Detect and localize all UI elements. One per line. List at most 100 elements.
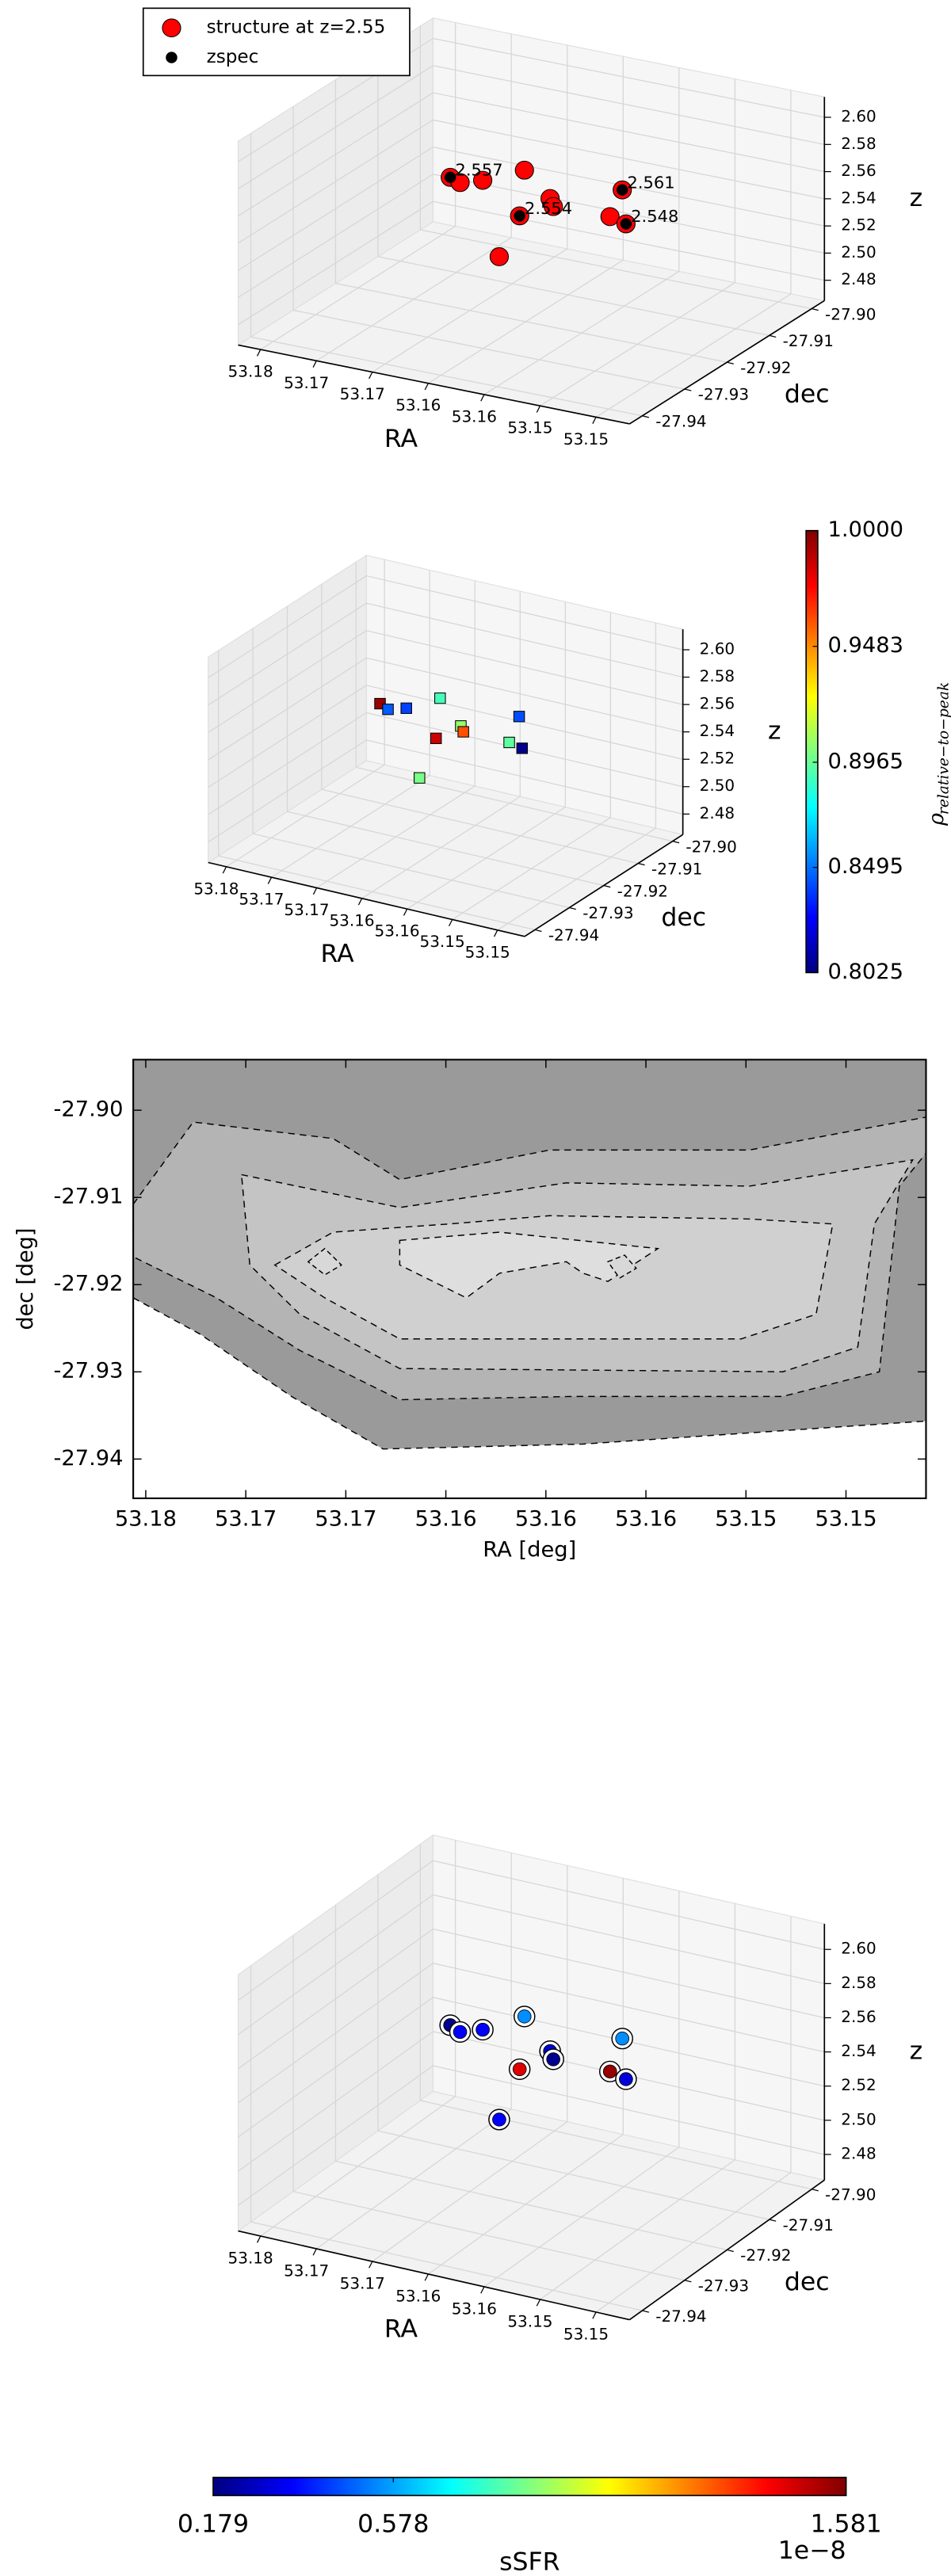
- y-tick-label: -27.92: [53, 1272, 123, 1296]
- y-tick-label: -27.90: [53, 1097, 123, 1122]
- x-tick-label: 53.16: [452, 408, 497, 426]
- z-tick-label: 2.56: [841, 2008, 876, 2026]
- point: [616, 184, 628, 196]
- axis-line: [238, 2230, 630, 2321]
- z-tick-label: 2.50: [841, 243, 876, 261]
- x-tick-label: 53.17: [340, 2275, 385, 2293]
- grid-line: [366, 739, 683, 815]
- grid-line: [420, 229, 812, 310]
- y-tick-label: -27.94: [655, 2307, 706, 2326]
- z-tick-label: 2.50: [700, 777, 735, 795]
- grid-line: [433, 37, 825, 118]
- grid-line: [366, 657, 683, 733]
- y-tick-label: -27.91: [783, 2216, 834, 2234]
- grid-line: [238, 147, 433, 271]
- point: [513, 711, 525, 723]
- z-tick-label: 2.48: [841, 270, 876, 288]
- x-tick-label: 53.15: [815, 1506, 877, 1531]
- y-axis-label: dec [deg]: [13, 1228, 38, 1330]
- x-tick-label: 53.17: [284, 2262, 329, 2280]
- point: [602, 2064, 617, 2079]
- colorbar-tick-label: 0.8495: [827, 854, 903, 879]
- colorbar-tick-label: 0.9483: [827, 633, 903, 658]
- grid-line: [238, 119, 433, 244]
- grid-line: [335, 283, 728, 363]
- contour-plot: [132, 1059, 927, 1499]
- y-tick-label: -27.90: [825, 2186, 876, 2204]
- x-axis-label: RA [deg]: [483, 1538, 576, 1563]
- axis-line: [524, 834, 684, 937]
- grid-line: [238, 1929, 433, 2070]
- colorbar-tick-label: 1.0000: [827, 517, 903, 542]
- y-tick-label: -27.92: [740, 2246, 791, 2265]
- x-tick: [256, 2235, 262, 2243]
- z-tick-label: 2.60: [700, 640, 735, 658]
- grid-line: [335, 2160, 728, 2251]
- y-tick: [684, 388, 692, 391]
- z-axis-label: z: [768, 717, 781, 746]
- x-tick: [480, 394, 485, 402]
- y-tick: [642, 2310, 649, 2313]
- point: [546, 2052, 561, 2067]
- grid-line: [250, 336, 643, 417]
- grid-line: [238, 2031, 433, 2172]
- point: [489, 247, 510, 266]
- x-tick-label: 53.18: [228, 2250, 273, 2268]
- z-tick-label: 2.58: [841, 135, 876, 153]
- contour-level: [307, 1247, 343, 1276]
- grid-line: [238, 2065, 433, 2206]
- grid-line: [433, 2065, 825, 2155]
- x-tick-label: 53.15: [563, 430, 609, 448]
- y-tick: [769, 2219, 777, 2222]
- y-axis-label: dec: [661, 903, 706, 932]
- point: [514, 160, 534, 180]
- y-tick: [727, 2249, 734, 2253]
- legend-marker: [166, 52, 178, 63]
- x-tick: [448, 919, 453, 927]
- x-tick-label: 53.15: [507, 2313, 552, 2331]
- point: [476, 2022, 490, 2037]
- point: [453, 2025, 468, 2040]
- grid-line: [433, 92, 825, 173]
- colorbar-tick-label: 0.8025: [827, 960, 903, 984]
- y-tick-label: -27.93: [698, 386, 749, 404]
- point: [514, 210, 525, 222]
- x-tick-label: 53.17: [315, 1506, 376, 1531]
- legend-box: [142, 7, 411, 77]
- grid-line: [238, 65, 433, 189]
- x-tick: [369, 372, 373, 380]
- plot-frame: [132, 1059, 927, 1499]
- x-tick-label: 53.15: [507, 419, 552, 437]
- point: [517, 2009, 532, 2024]
- x-tick-label: 53.16: [329, 911, 374, 929]
- grid-line: [250, 2221, 643, 2311]
- grid-line: [238, 92, 433, 217]
- z-tick-label: 2.48: [841, 2145, 876, 2163]
- grid-line: [238, 174, 433, 298]
- axis-line: [238, 344, 630, 425]
- point: [492, 2112, 506, 2127]
- grid-line: [366, 630, 683, 705]
- z-tick-label: 2.48: [700, 804, 735, 822]
- point: [382, 704, 394, 716]
- contour-level: [399, 1231, 660, 1299]
- axis-line: [628, 2179, 825, 2321]
- colorbar-tick-label: 0.8965: [827, 750, 903, 774]
- x-tick: [357, 898, 363, 906]
- x-tick: [536, 2299, 541, 2307]
- y-axis-label: dec: [785, 380, 830, 409]
- grid-line: [366, 602, 683, 678]
- axis-line: [208, 861, 525, 937]
- grid-line: [433, 1928, 825, 2019]
- y-tick: [812, 2189, 819, 2192]
- y-tick: [569, 906, 576, 910]
- x-tick-label: 53.15: [715, 1506, 777, 1531]
- x-tick: [312, 2248, 317, 2256]
- y-tick: [534, 929, 542, 933]
- y-tick-label: -27.93: [53, 1359, 123, 1383]
- point: [457, 726, 469, 738]
- x-tick: [369, 2261, 373, 2269]
- grid-line: [208, 739, 367, 843]
- colorbar: [805, 529, 819, 974]
- grid-line: [208, 712, 367, 815]
